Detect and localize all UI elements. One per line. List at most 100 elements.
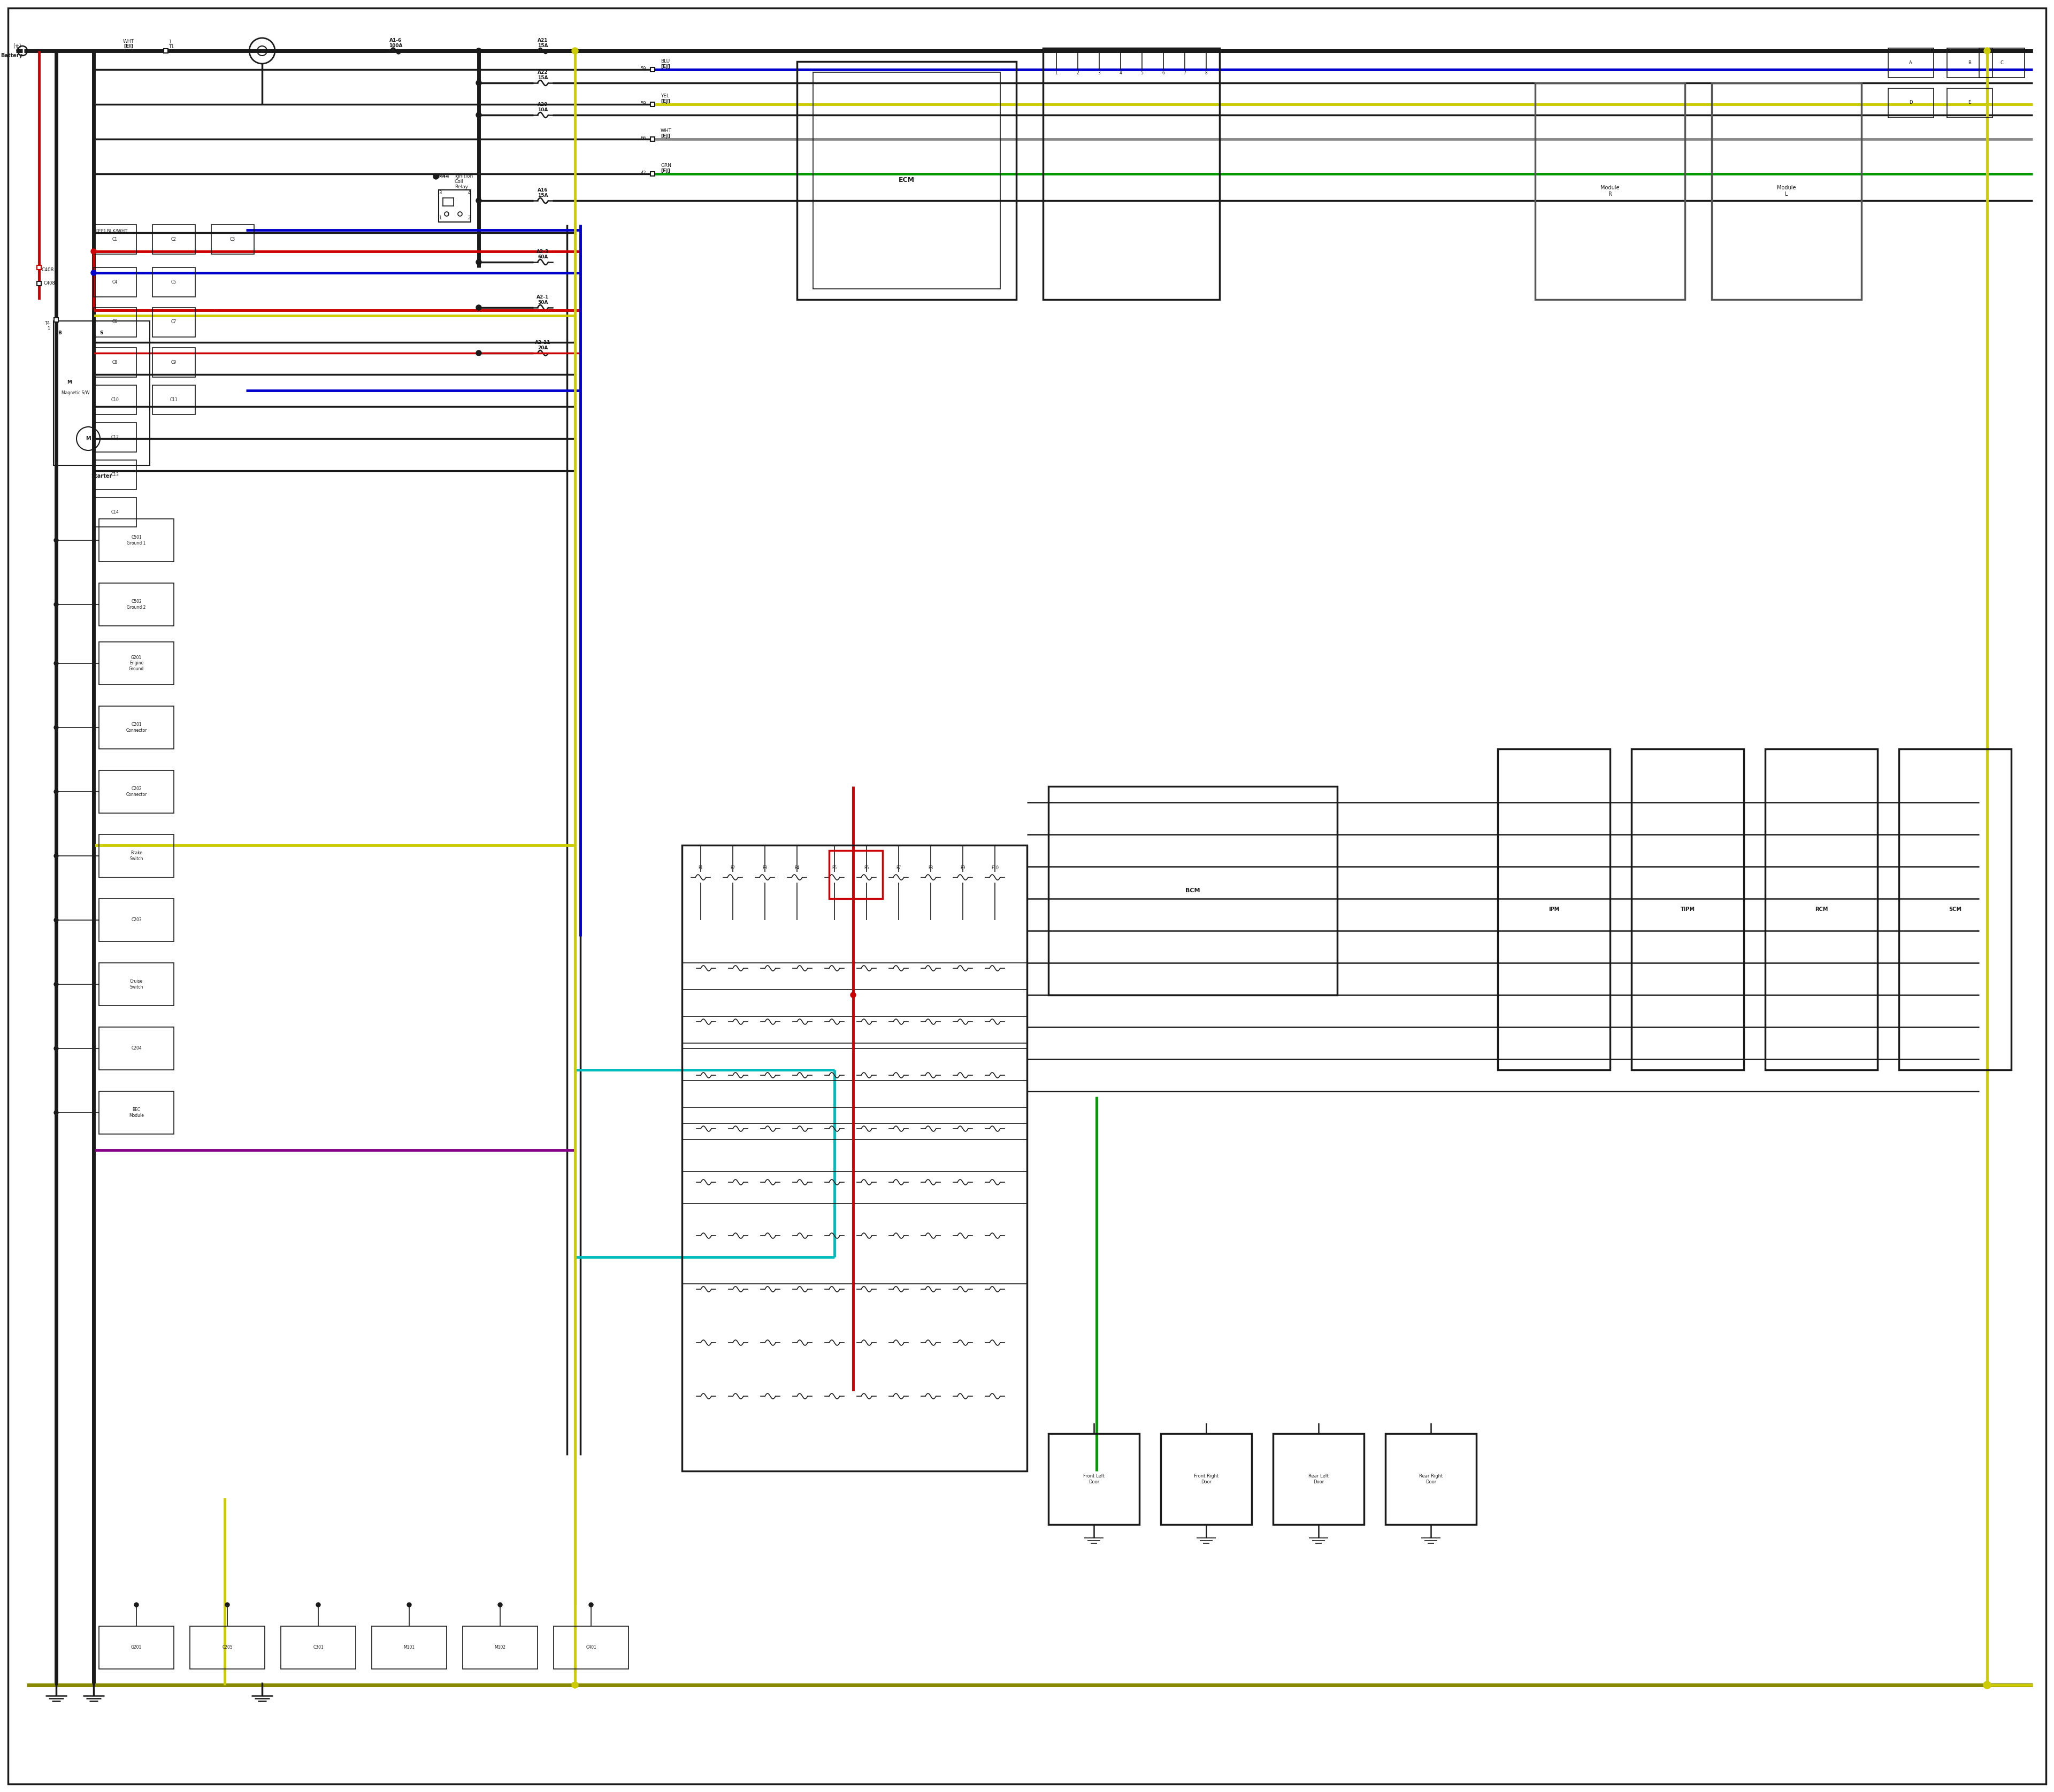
Bar xyxy=(1043,48,1220,299)
Text: C5: C5 xyxy=(170,280,177,285)
Circle shape xyxy=(477,260,481,265)
Text: D: D xyxy=(1908,100,1912,106)
Text: C: C xyxy=(2001,61,2003,65)
Circle shape xyxy=(477,305,481,310)
Text: 3: 3 xyxy=(440,190,442,195)
Text: A29: A29 xyxy=(538,102,548,108)
Text: 100A: 100A xyxy=(388,43,403,48)
Bar xyxy=(1048,787,1337,995)
Bar xyxy=(1888,48,1933,77)
Bar xyxy=(1947,48,1992,77)
Bar xyxy=(94,267,136,297)
Bar xyxy=(813,72,1000,289)
Text: F6: F6 xyxy=(865,866,869,871)
Text: C8: C8 xyxy=(113,360,117,364)
Circle shape xyxy=(477,48,481,54)
Text: 20A: 20A xyxy=(538,346,548,351)
Bar xyxy=(651,102,655,106)
Text: C14: C14 xyxy=(111,509,119,514)
Text: 3: 3 xyxy=(1099,70,1101,75)
Text: 42: 42 xyxy=(641,170,647,176)
Bar xyxy=(212,224,255,254)
Text: [EJ]: [EJ] xyxy=(661,134,670,138)
Bar xyxy=(152,348,195,376)
Text: BLU: BLU xyxy=(661,59,670,65)
Text: (+): (+) xyxy=(12,43,21,48)
Bar xyxy=(99,771,175,814)
Text: F5: F5 xyxy=(832,866,836,871)
Circle shape xyxy=(53,661,58,665)
Text: C9: C9 xyxy=(170,360,177,364)
Circle shape xyxy=(134,1602,138,1607)
Text: Brake
Switch: Brake Switch xyxy=(129,851,144,862)
Text: C201
Connector: C201 Connector xyxy=(125,722,148,733)
Bar xyxy=(152,224,195,254)
Text: Cruise
Switch: Cruise Switch xyxy=(129,978,144,989)
Text: Module
R: Module R xyxy=(1600,185,1619,197)
Bar xyxy=(1980,48,2025,77)
Text: M101: M101 xyxy=(403,1645,415,1650)
Text: M44: M44 xyxy=(438,174,450,179)
Text: C204: C204 xyxy=(131,1047,142,1050)
Text: C6: C6 xyxy=(113,319,117,324)
Bar xyxy=(99,706,175,749)
Bar xyxy=(1048,1434,1140,1525)
Text: 1: 1 xyxy=(1056,70,1058,75)
Bar xyxy=(99,962,175,1005)
Text: G201: G201 xyxy=(131,1645,142,1650)
Text: IPM: IPM xyxy=(1549,907,1559,912)
Bar xyxy=(1273,1434,1364,1525)
Text: Coil: Coil xyxy=(454,179,464,185)
Bar xyxy=(189,1625,265,1668)
Text: 59: 59 xyxy=(641,100,647,106)
Text: Rear Left
Door: Rear Left Door xyxy=(1308,1473,1329,1484)
Bar xyxy=(1711,82,1861,299)
Text: 1: 1 xyxy=(16,47,18,52)
Text: T4: T4 xyxy=(45,321,49,326)
Text: F10: F10 xyxy=(992,866,998,871)
Circle shape xyxy=(571,48,579,54)
Text: A16: A16 xyxy=(538,188,548,192)
Text: [EE] BLK/WHT: [EE] BLK/WHT xyxy=(97,228,127,233)
Bar xyxy=(94,385,136,414)
Text: Relay: Relay xyxy=(454,185,468,190)
Bar xyxy=(152,267,195,297)
Text: WHT: WHT xyxy=(123,39,134,43)
Text: C3: C3 xyxy=(230,237,236,242)
Bar xyxy=(1497,749,1610,1070)
Bar xyxy=(99,835,175,878)
Text: Front Left
Door: Front Left Door xyxy=(1082,1473,1105,1484)
Text: A22: A22 xyxy=(538,70,548,75)
Bar xyxy=(1631,749,1744,1070)
Circle shape xyxy=(53,1111,58,1115)
Bar xyxy=(651,172,655,176)
Text: 8: 8 xyxy=(1206,70,1208,75)
Text: A: A xyxy=(1908,61,1912,65)
Text: 50A: 50A xyxy=(538,299,548,305)
Text: WHT: WHT xyxy=(661,129,672,133)
Bar xyxy=(53,317,58,323)
Text: 2: 2 xyxy=(1076,70,1078,75)
Bar xyxy=(94,308,136,337)
Text: Magnetic S/W: Magnetic S/W xyxy=(62,391,90,396)
Text: 10A: 10A xyxy=(538,108,548,113)
Text: A2-3: A2-3 xyxy=(536,249,548,254)
Circle shape xyxy=(53,726,58,729)
Text: A2-11: A2-11 xyxy=(534,340,550,346)
Text: SCM: SCM xyxy=(1949,907,1962,912)
Circle shape xyxy=(477,81,481,86)
Bar xyxy=(462,1625,538,1668)
Text: C408: C408 xyxy=(43,281,55,285)
Circle shape xyxy=(53,982,58,986)
Text: S: S xyxy=(101,330,103,335)
Circle shape xyxy=(226,1602,230,1607)
Text: Battery: Battery xyxy=(0,54,23,59)
Text: Rear Right
Door: Rear Right Door xyxy=(1419,1473,1442,1484)
Bar xyxy=(99,642,175,685)
Text: 6: 6 xyxy=(1163,70,1165,75)
Text: [EJ]: [EJ] xyxy=(661,65,670,70)
Text: C7: C7 xyxy=(170,319,177,324)
Text: 1: 1 xyxy=(47,326,49,332)
Circle shape xyxy=(589,1602,594,1607)
Text: 2: 2 xyxy=(468,215,470,220)
